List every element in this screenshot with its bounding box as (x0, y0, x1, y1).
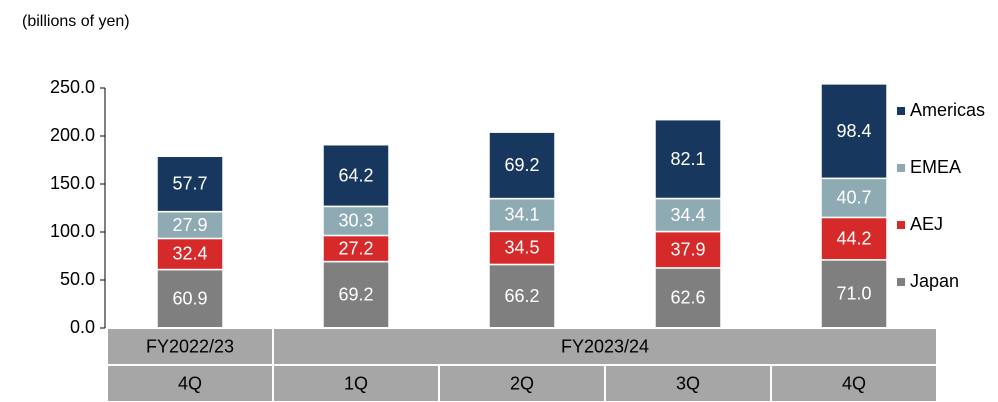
bar-segment (820, 259, 888, 329)
category-cell (438, 364, 606, 402)
bar-segment (322, 260, 390, 329)
category-cell (604, 364, 772, 402)
legend-label: EMEA (910, 157, 961, 177)
data-label: 34.4 (670, 205, 705, 225)
group-label: FY2022/23 (146, 336, 234, 356)
data-label: 69.2 (504, 155, 539, 175)
category-cell (106, 364, 274, 402)
y-tick-label: 0.0 (70, 317, 95, 337)
bar-segment (156, 155, 224, 213)
legend-label: Americas (910, 100, 985, 120)
data-label: 69.2 (338, 285, 373, 305)
data-label: 34.1 (504, 205, 539, 225)
data-label: 98.4 (836, 121, 871, 141)
y-tick-label: 150.0 (50, 173, 95, 193)
data-label: 32.4 (172, 244, 207, 264)
bar-segment (654, 118, 722, 200)
x-tick-label: 4Q (842, 373, 866, 393)
bar-segment (820, 216, 888, 261)
data-label: 27.9 (172, 215, 207, 235)
category-cell (770, 364, 938, 402)
bar-segment (322, 234, 390, 263)
bar-segment (654, 197, 722, 233)
data-label: 62.6 (670, 288, 705, 308)
bar-segment (488, 230, 556, 266)
data-label: 40.7 (836, 188, 871, 208)
y-tick-label: 50.0 (60, 269, 95, 289)
x-tick-label: 3Q (676, 373, 700, 393)
bar-segment (820, 83, 888, 180)
unit-label: (billions of yen) (22, 13, 130, 30)
legend-swatch (897, 107, 905, 115)
y-tick-label: 100.0 (50, 221, 95, 241)
legend-swatch (897, 164, 905, 172)
legend-label: AEJ (910, 214, 943, 234)
data-label: 37.9 (670, 239, 705, 259)
category-cell (272, 364, 440, 402)
bar-segment (488, 131, 556, 200)
legend-label: Japan (910, 271, 959, 291)
bar-segment (322, 205, 390, 237)
data-label: 82.1 (670, 149, 705, 169)
data-label: 27.2 (338, 238, 373, 258)
x-tick-label: 4Q (178, 373, 202, 393)
group-label: FY2023/24 (561, 336, 649, 356)
bar-segment (156, 210, 224, 240)
data-label: 44.2 (836, 228, 871, 248)
data-label: 71.0 (836, 284, 871, 304)
x-tick-label: 2Q (510, 373, 534, 393)
bar-segment (156, 237, 224, 271)
bar-segment (488, 197, 556, 233)
data-label: 66.2 (504, 286, 539, 306)
bar-segment (322, 143, 390, 208)
data-label: 60.9 (172, 289, 207, 309)
y-tick-label: 250.0 (50, 77, 95, 97)
legend-swatch (897, 278, 905, 286)
data-label: 30.3 (338, 211, 373, 231)
legend-swatch (897, 221, 905, 229)
data-label: 57.7 (172, 174, 207, 194)
bar-segment (654, 267, 722, 329)
bar-segment (654, 230, 722, 269)
x-tick-label: 1Q (344, 373, 368, 393)
y-tick-label: 200.0 (50, 125, 95, 145)
data-label: 34.5 (504, 238, 539, 258)
data-label: 64.2 (338, 165, 373, 185)
